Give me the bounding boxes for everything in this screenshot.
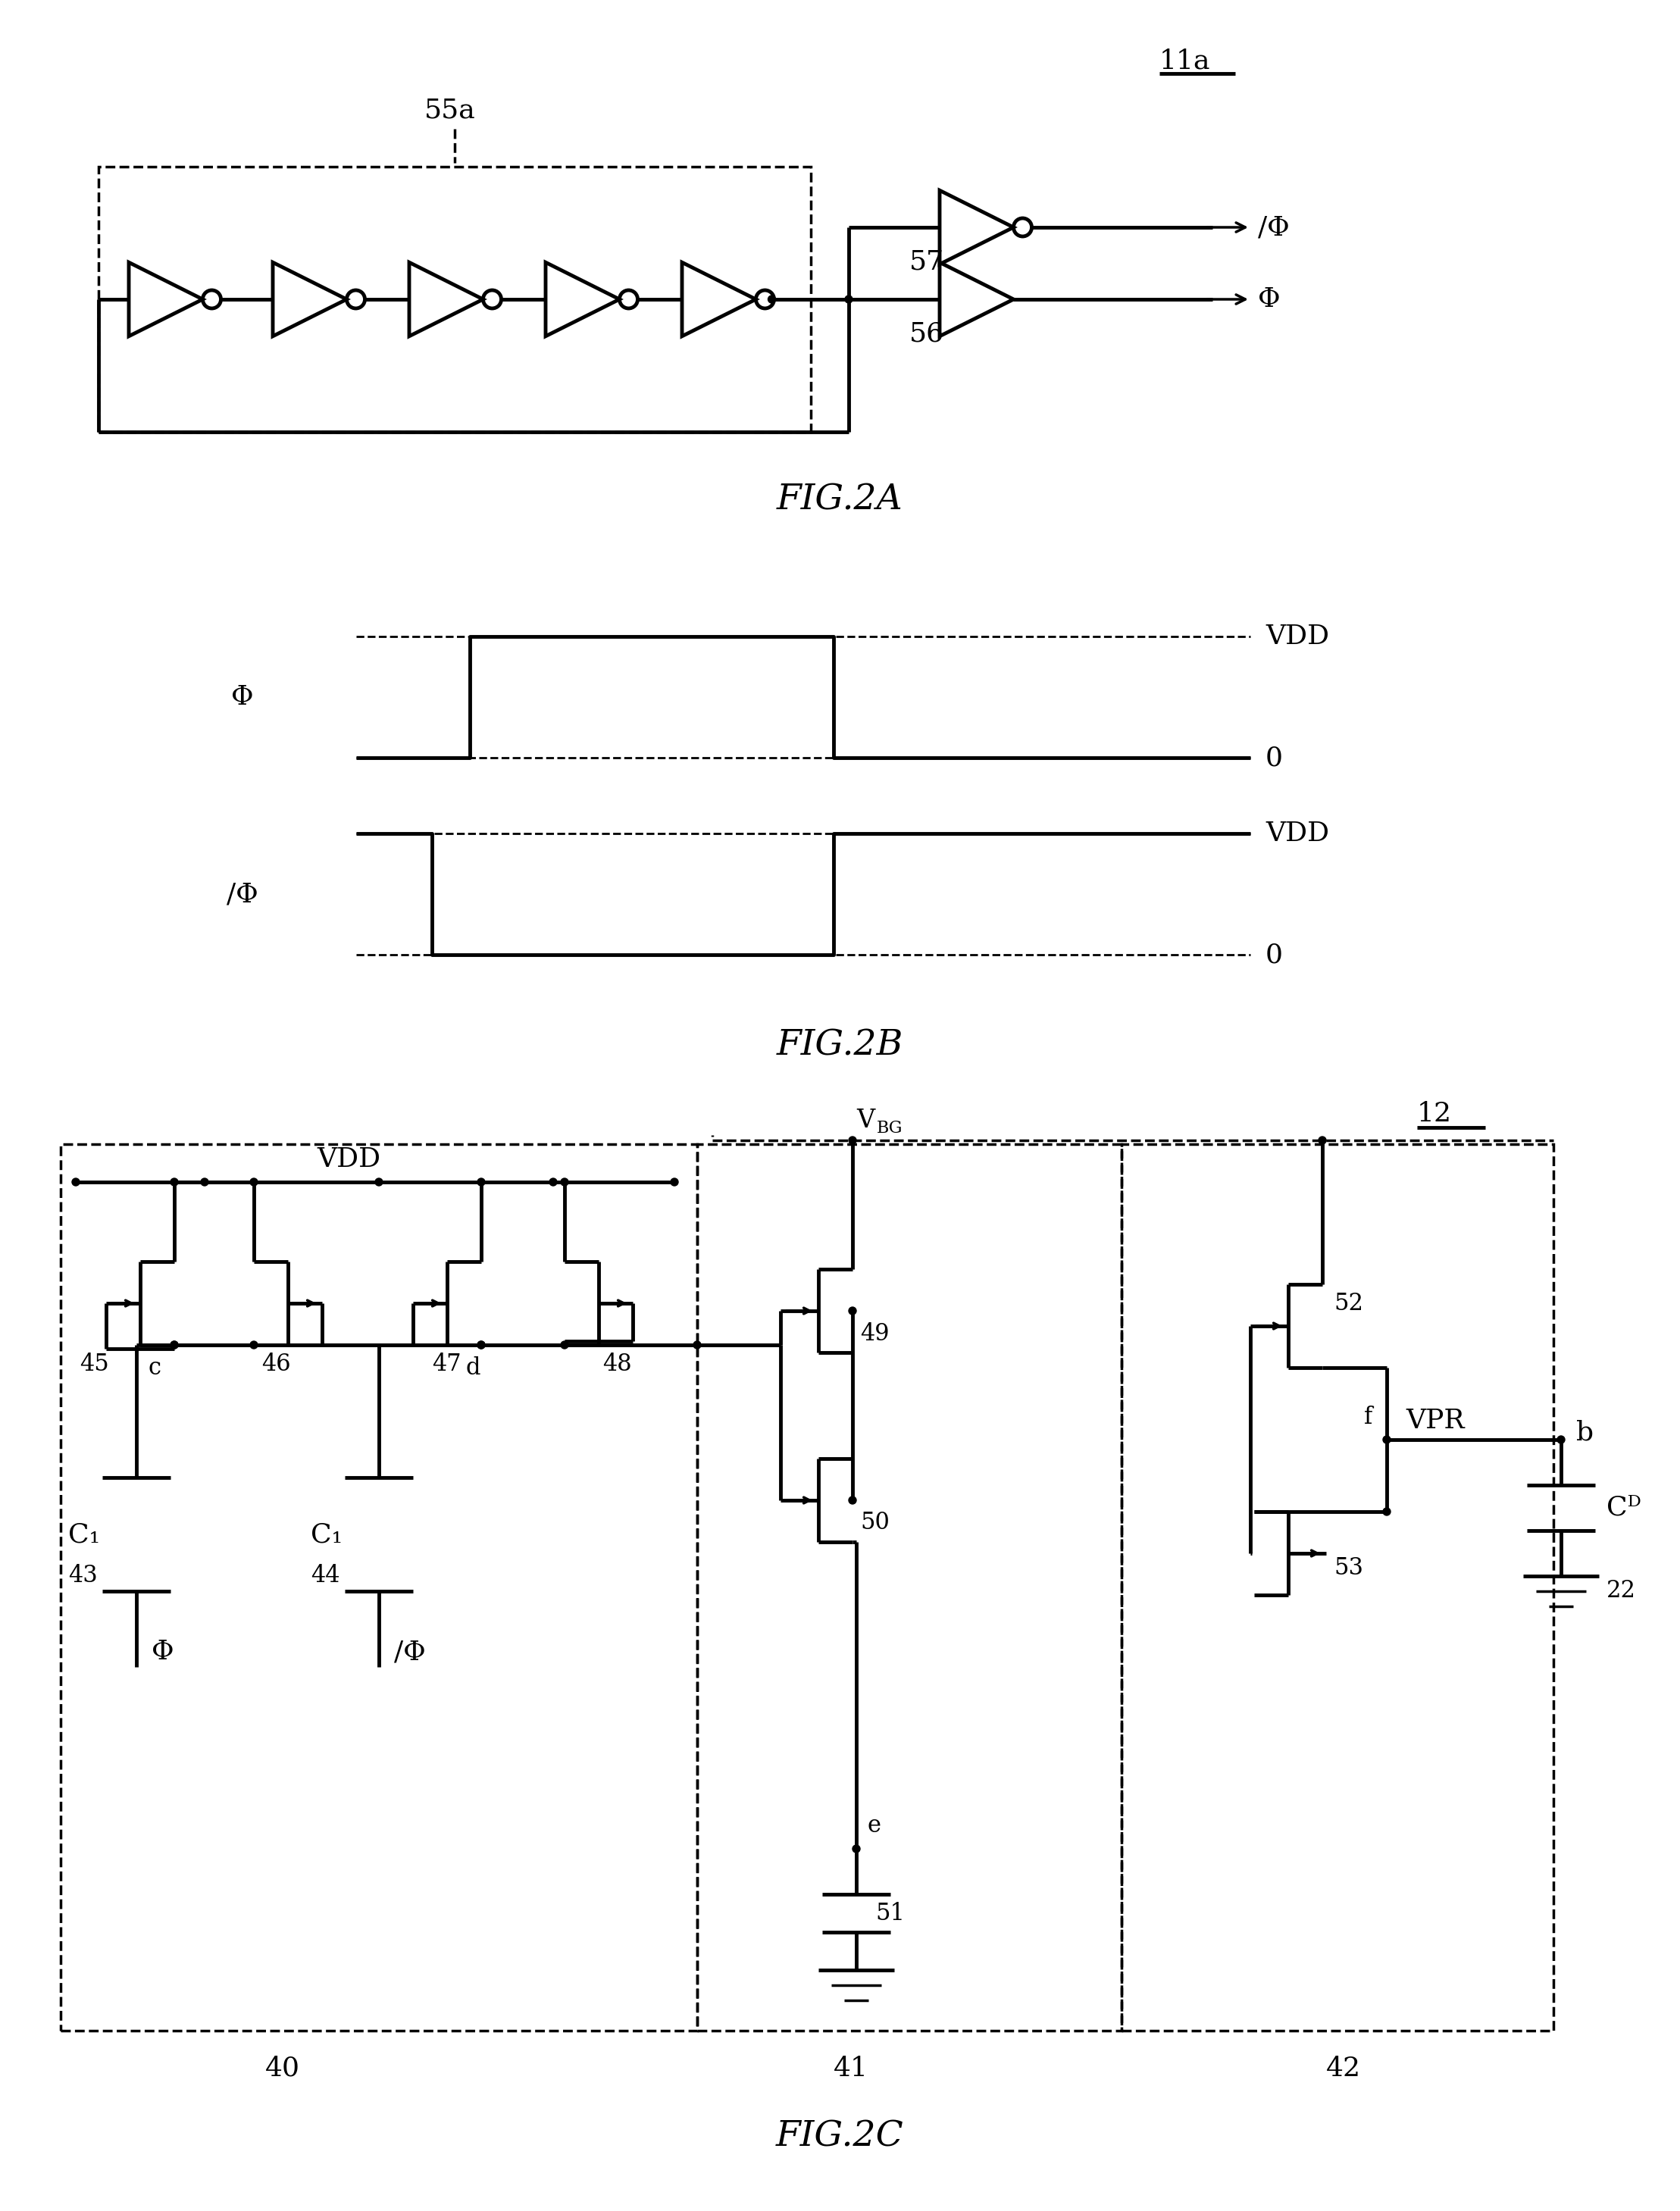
Text: 44: 44 [311, 1565, 339, 1587]
Circle shape [477, 1342, 486, 1349]
Circle shape [1319, 1136, 1326, 1143]
Text: VDD: VDD [318, 1148, 380, 1172]
Circle shape [561, 1342, 568, 1349]
Circle shape [848, 1307, 857, 1316]
Text: BG: BG [877, 1121, 902, 1136]
Circle shape [1557, 1435, 1564, 1444]
Text: 51: 51 [875, 1901, 906, 1926]
Circle shape [72, 1178, 79, 1185]
Text: 43: 43 [69, 1565, 97, 1587]
Circle shape [694, 1342, 701, 1349]
Text: 49: 49 [860, 1322, 889, 1344]
Circle shape [250, 1178, 257, 1185]
Text: Φ: Φ [1258, 287, 1280, 312]
Text: Cᴰ: Cᴰ [1606, 1495, 1641, 1521]
Text: 45: 45 [79, 1353, 109, 1375]
Circle shape [848, 1136, 857, 1143]
Circle shape [477, 1342, 486, 1349]
Text: 50: 50 [860, 1512, 889, 1534]
Text: V: V [857, 1108, 875, 1132]
Text: f: f [1364, 1406, 1373, 1428]
Text: c: c [148, 1355, 161, 1380]
Text: 40: 40 [265, 2056, 301, 2081]
Circle shape [250, 1342, 257, 1349]
Text: 53: 53 [1334, 1557, 1362, 1581]
Circle shape [375, 1178, 383, 1185]
Circle shape [670, 1178, 679, 1185]
Text: /Φ: /Φ [1258, 214, 1290, 241]
Text: VDD: VDD [1265, 820, 1329, 847]
Bar [99, 166, 811, 431]
Text: /Φ: /Φ [227, 882, 259, 907]
Text: 57: 57 [909, 248, 944, 274]
Text: 55a: 55a [425, 97, 475, 124]
Circle shape [549, 1178, 558, 1185]
Text: FIG.2A: FIG.2A [776, 482, 902, 517]
Text: 47: 47 [432, 1353, 462, 1375]
Text: FIG.2C: FIG.2C [776, 2120, 904, 2154]
Text: VPR: VPR [1406, 1408, 1465, 1433]
Circle shape [845, 296, 852, 303]
Text: 0: 0 [1265, 942, 1284, 968]
Circle shape [1383, 1508, 1391, 1515]
Text: 22: 22 [1606, 1579, 1636, 1603]
Circle shape [848, 1497, 857, 1503]
Text: d: d [465, 1355, 480, 1380]
Text: 12: 12 [1416, 1101, 1452, 1128]
Text: /Φ: /Φ [395, 1638, 425, 1665]
Text: 42: 42 [1326, 2056, 1361, 2081]
Text: b: b [1576, 1419, 1594, 1446]
Text: VDD: VDD [1265, 624, 1329, 650]
Text: C₁: C₁ [69, 1521, 101, 1548]
Circle shape [561, 1178, 568, 1185]
Circle shape [170, 1178, 178, 1185]
Text: 41: 41 [833, 2056, 869, 2081]
Text: 48: 48 [603, 1353, 632, 1375]
Text: FIG.2B: FIG.2B [776, 1028, 904, 1063]
Circle shape [170, 1342, 178, 1349]
Circle shape [170, 1342, 178, 1349]
Circle shape [202, 1178, 208, 1185]
Circle shape [1383, 1435, 1391, 1444]
Text: 56: 56 [909, 321, 944, 347]
Text: 46: 46 [262, 1353, 291, 1375]
Text: C₁: C₁ [311, 1521, 343, 1548]
Circle shape [477, 1178, 486, 1185]
Text: 52: 52 [1334, 1291, 1362, 1316]
Text: 11a: 11a [1159, 49, 1211, 73]
Text: 0: 0 [1265, 745, 1284, 772]
Circle shape [852, 1844, 860, 1853]
Circle shape [768, 296, 776, 303]
Bar [697, 1143, 1122, 2030]
Text: Φ: Φ [151, 1638, 175, 1665]
Text: e: e [867, 1815, 882, 1837]
Text: Φ: Φ [232, 683, 254, 710]
Bar [1122, 1143, 1554, 2030]
Bar [60, 1143, 697, 2030]
